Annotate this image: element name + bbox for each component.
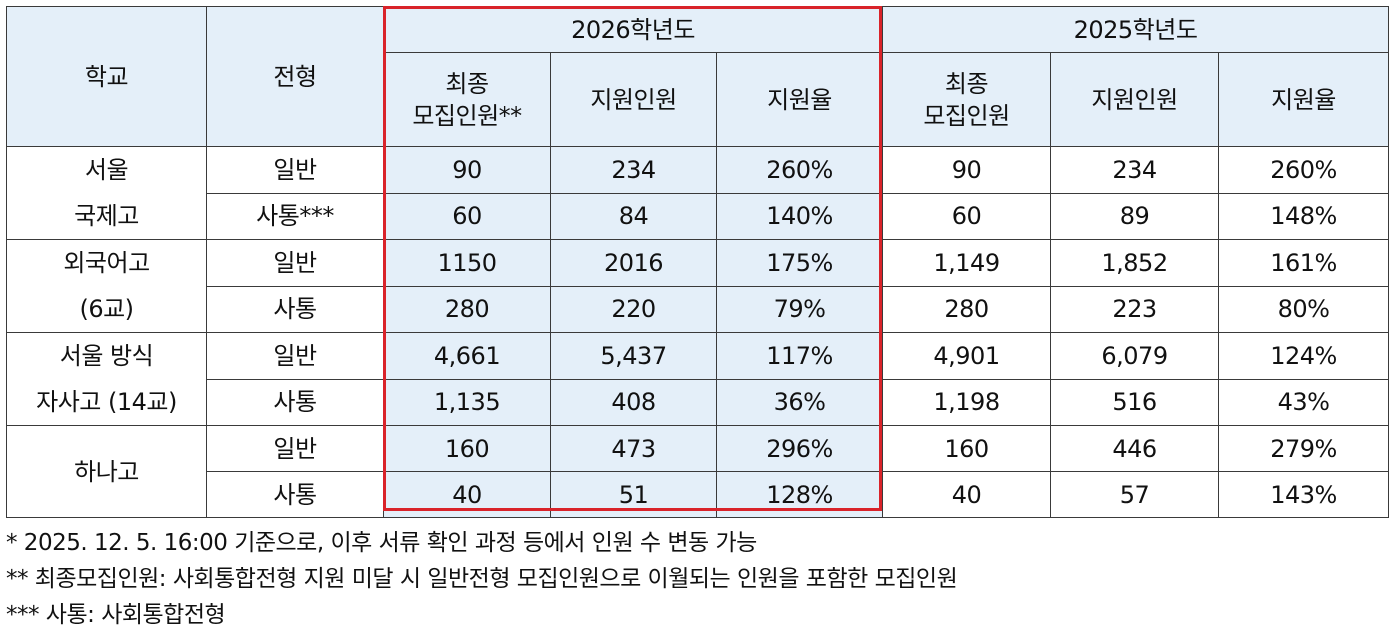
applicants-2026-cell: 234 xyxy=(550,146,717,194)
rate-2026-cell: 175% xyxy=(716,239,883,287)
footnote-3: *** 사통: 사회통합전형 xyxy=(6,602,226,628)
applicants-2025-cell: 89 xyxy=(1050,192,1219,240)
footnotes: * 2025. 12. 5. 16:00 기준으로, 이후 서류 확인 과정 등… xyxy=(6,525,958,633)
table-row: 사통 280 220 79% 280 223 80% xyxy=(7,285,1389,333)
header-rate-2025: 지원율 xyxy=(1218,52,1389,147)
applicants-2026-cell: 2016 xyxy=(550,239,717,287)
final-recruit-2026-cell: 1,135 xyxy=(383,378,551,426)
rate-2026-cell: 260% xyxy=(716,146,883,194)
applicants-2026-cell: 473 xyxy=(550,425,717,472)
final-recruit-2025-cell: 1,198 xyxy=(882,378,1051,426)
applicants-2026-cell: 5,437 xyxy=(550,332,717,380)
admission-type-cell: 사통 xyxy=(206,285,384,333)
header-final-recruit-2025: 최종 모집인원 xyxy=(882,52,1051,147)
admission-type-cell: 일반 xyxy=(206,146,384,194)
final-recruit-2026-cell: 4,661 xyxy=(383,332,551,380)
table-body: 서울 국제고 일반 90 234 260% 90 234 260% 사통*** 60 84 140% 60… xyxy=(6,146,1389,518)
rate-2025-cell: 43% xyxy=(1218,378,1389,426)
final-recruit-2025-cell: 40 xyxy=(882,471,1051,518)
header-type: 전형 xyxy=(206,6,384,147)
rate-2025-cell: 124% xyxy=(1218,332,1389,380)
final-recruit-2026-cell: 40 xyxy=(383,471,551,518)
school-cell: 하나고 xyxy=(6,425,207,518)
rate-2026-cell: 36% xyxy=(716,378,883,426)
header-rate-2026: 지원율 xyxy=(716,52,883,147)
admission-type-cell: 일반 xyxy=(206,239,384,287)
applicants-2025-cell: 6,079 xyxy=(1050,332,1219,380)
rate-2025-cell: 161% xyxy=(1218,239,1389,287)
rate-2025-cell: 148% xyxy=(1218,192,1389,240)
rate-2026-cell: 140% xyxy=(716,192,883,240)
final-recruit-2026-cell: 1150 xyxy=(383,239,551,287)
header-final-recruit-2026-line1: 최종 xyxy=(445,69,489,98)
header-final-recruit-2025-line2: 모집인원 xyxy=(923,101,1010,130)
rate-2026-cell: 79% xyxy=(716,285,883,333)
final-recruit-2025-cell: 280 xyxy=(882,285,1051,333)
school-name-line: 국제고 xyxy=(74,202,139,230)
applicants-2026-cell: 220 xyxy=(550,285,717,333)
admission-type-cell: 일반 xyxy=(206,332,384,380)
school-name-line: 서울 방식 xyxy=(59,342,154,370)
applicants-2025-cell: 57 xyxy=(1050,471,1219,518)
applicants-2026-cell: 51 xyxy=(550,471,717,518)
table-row: 하나고 일반 160 473 296% 160 446 279% xyxy=(6,425,1389,518)
applicants-2026-cell: 84 xyxy=(550,192,717,240)
final-recruit-2025-cell: 160 xyxy=(882,425,1051,472)
final-recruit-2025-cell: 60 xyxy=(882,192,1051,240)
header-year-2026: 2026학년도 xyxy=(383,6,883,53)
admission-type-cell: 일반 xyxy=(206,425,384,472)
final-recruit-2025-cell: 4,901 xyxy=(882,332,1051,380)
school-name-line: 서울 xyxy=(84,156,129,184)
school-name-line: 외국어고 xyxy=(63,249,150,277)
final-recruit-2026-cell: 90 xyxy=(383,146,551,194)
school-name-line: 자사고 (14교) xyxy=(36,388,177,416)
rate-2026-cell: 128% xyxy=(716,471,883,518)
header-final-recruit-2026: 최종 모집인원** xyxy=(383,52,551,147)
table-row: 사통*** 60 84 140% 60 89 148% xyxy=(7,192,1389,240)
admission-table: 학교 전형 2026학년도 2025학년도 최종 모집인원** 지원인원 지원율… xyxy=(6,6,1389,518)
header-final-recruit-2025-line1: 최종 xyxy=(944,69,989,98)
header-year-2025: 2025학년도 xyxy=(882,6,1389,53)
admission-type-cell: 사통 xyxy=(206,378,384,426)
header-applicants-2026: 지원인원 xyxy=(550,52,717,147)
final-recruit-2025-cell: 1,149 xyxy=(882,239,1051,287)
table-row: 서울 국제고 일반 90 234 260% 90 234 260% xyxy=(6,146,1389,240)
school-name-line: (6교) xyxy=(79,295,134,323)
applicants-2025-cell: 516 xyxy=(1050,378,1219,426)
applicants-2025-cell: 1,852 xyxy=(1050,239,1219,287)
rate-2025-cell: 143% xyxy=(1218,471,1389,518)
admission-type-cell: 사통 xyxy=(206,471,384,518)
rate-2026-cell: 117% xyxy=(716,332,883,380)
footnote-1: * 2025. 12. 5. 16:00 기준으로, 이후 서류 확인 과정 등… xyxy=(6,530,757,556)
applicants-2026-cell: 408 xyxy=(550,378,717,426)
applicants-2025-cell: 446 xyxy=(1050,425,1219,472)
header-school: 학교 xyxy=(6,6,207,147)
footnote-2: ** 최종모집인원: 사회통합전형 지원 미달 시 일반전형 모집인원으로 이월… xyxy=(6,566,958,592)
rate-2025-cell: 80% xyxy=(1218,285,1389,333)
school-cell: 외국어고 (6교) xyxy=(6,239,207,333)
school-name-line: 하나고 xyxy=(74,457,139,486)
rate-2025-cell: 279% xyxy=(1218,425,1389,472)
table-row: 서울 방식 자사고 (14교) 일반 4,661 5,437 117% 4,901 6,079… xyxy=(6,332,1389,426)
header-applicants-2025: 지원인원 xyxy=(1050,52,1219,147)
final-recruit-2026-cell: 60 xyxy=(383,192,551,240)
table-row: 사통 1,135 408 36% 1,198 516 43% xyxy=(7,378,1389,426)
final-recruit-2025-cell: 90 xyxy=(882,146,1051,194)
applicants-2025-cell: 223 xyxy=(1050,285,1219,333)
header-final-recruit-2026-line2: 모집인원** xyxy=(412,101,522,130)
table-row: 사통 40 51 128% 40 57 143% xyxy=(7,471,1389,518)
rate-2025-cell: 260% xyxy=(1218,146,1389,194)
final-recruit-2026-cell: 280 xyxy=(383,285,551,333)
applicants-2025-cell: 234 xyxy=(1050,146,1219,194)
table-row: 외국어고 (6교) 일반 1150 2016 175% 1,149 1,852 161% xyxy=(6,239,1389,333)
rate-2026-cell: 296% xyxy=(716,425,883,472)
final-recruit-2026-cell: 160 xyxy=(383,425,551,472)
admission-type-cell: 사통*** xyxy=(206,192,384,240)
